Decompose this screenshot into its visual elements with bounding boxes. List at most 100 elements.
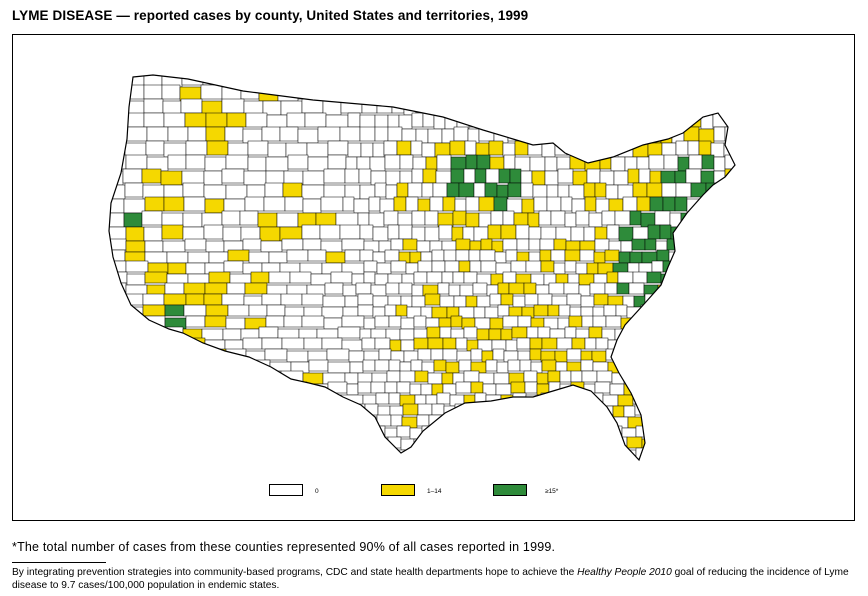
county-cell (614, 210, 631, 226)
county-cell (281, 238, 304, 251)
county-cell (205, 403, 226, 416)
county-cell (559, 370, 572, 383)
county-cell (281, 337, 305, 350)
county-cell (415, 98, 431, 114)
county-cell (281, 449, 304, 460)
county-cell (242, 337, 263, 350)
county-cell (491, 112, 508, 128)
county-cell (338, 427, 361, 440)
county-cell (168, 359, 192, 372)
legend-swatch-low (381, 484, 415, 496)
county-cell (657, 359, 670, 372)
county-cell (626, 458, 640, 460)
county-cell (650, 383, 663, 396)
county-cell (589, 140, 606, 156)
county-cell (713, 126, 726, 142)
county-cell (623, 370, 638, 383)
county-cell (401, 461, 415, 472)
county-cell (674, 383, 689, 396)
county-cell (497, 447, 511, 460)
county-cell (716, 350, 731, 363)
county-cell (608, 114, 621, 130)
county-cell (323, 436, 343, 449)
county-cell (674, 337, 687, 350)
county-cell (126, 370, 148, 383)
county-cell (472, 282, 488, 295)
county-cell (662, 260, 676, 273)
county-cell (126, 414, 147, 427)
county-cell (349, 403, 366, 416)
county-cell (122, 447, 146, 460)
county-cell (463, 438, 477, 451)
county-cell (226, 112, 247, 128)
county-cell (441, 372, 454, 385)
county-cell (181, 75, 204, 86)
county-cell (618, 359, 632, 372)
county-cell (458, 359, 472, 372)
county-cell (443, 405, 456, 418)
county-cell (723, 84, 735, 100)
county-cell (501, 425, 516, 438)
county-cell (617, 348, 630, 361)
county-cell (539, 238, 555, 251)
county-cell (554, 350, 568, 363)
county-cell (109, 142, 126, 158)
county-cell (545, 84, 559, 100)
county-cell (277, 86, 299, 102)
county-cell (143, 98, 164, 114)
county-cell (578, 140, 591, 156)
county-cell (443, 414, 457, 427)
county-cell (617, 271, 634, 284)
county-cell (575, 262, 588, 275)
county-cell (163, 112, 186, 128)
county-cell (122, 394, 143, 407)
county-cell (529, 337, 543, 350)
county-cell (523, 370, 538, 383)
county-cell (431, 260, 446, 273)
county-cell (634, 317, 649, 330)
county-cell (242, 238, 262, 251)
county-cell (224, 126, 244, 142)
county-cell (464, 140, 477, 156)
county-cell (371, 425, 386, 438)
county-cell (535, 449, 550, 460)
county-cell (184, 238, 207, 251)
county-cell (363, 260, 378, 273)
county-cell (634, 98, 647, 114)
county-cell (341, 238, 365, 251)
county-cell (385, 282, 400, 295)
county-cell (221, 293, 245, 306)
county-cell (203, 184, 227, 200)
county-cell (354, 416, 367, 429)
county-cell (563, 416, 577, 429)
county-cell (126, 348, 147, 361)
county-cell (263, 196, 286, 212)
county-cell (708, 293, 722, 306)
county-cell (622, 196, 638, 212)
county-cell (644, 392, 660, 405)
county-cell (344, 249, 361, 262)
county-cell (259, 226, 281, 242)
county-cell (125, 317, 146, 330)
county-cell (492, 414, 506, 427)
county-cell (629, 210, 642, 226)
county-cell (427, 372, 443, 385)
county-cell (431, 249, 445, 262)
county-cell (316, 75, 340, 86)
county-cell (341, 436, 361, 449)
county-cell (109, 249, 126, 262)
county-cell (489, 317, 504, 330)
county-cell (734, 328, 735, 341)
county-cell (222, 226, 242, 242)
county-cell (541, 142, 556, 158)
county-cell (398, 224, 413, 240)
county-cell (383, 86, 399, 102)
county-cell (410, 140, 423, 156)
county-cell (282, 182, 303, 198)
county-cell (593, 251, 606, 264)
county-cell (301, 293, 324, 306)
county-cell (109, 84, 124, 100)
county-cell (602, 458, 616, 460)
county-cell (529, 416, 542, 429)
county-cell (698, 381, 712, 394)
